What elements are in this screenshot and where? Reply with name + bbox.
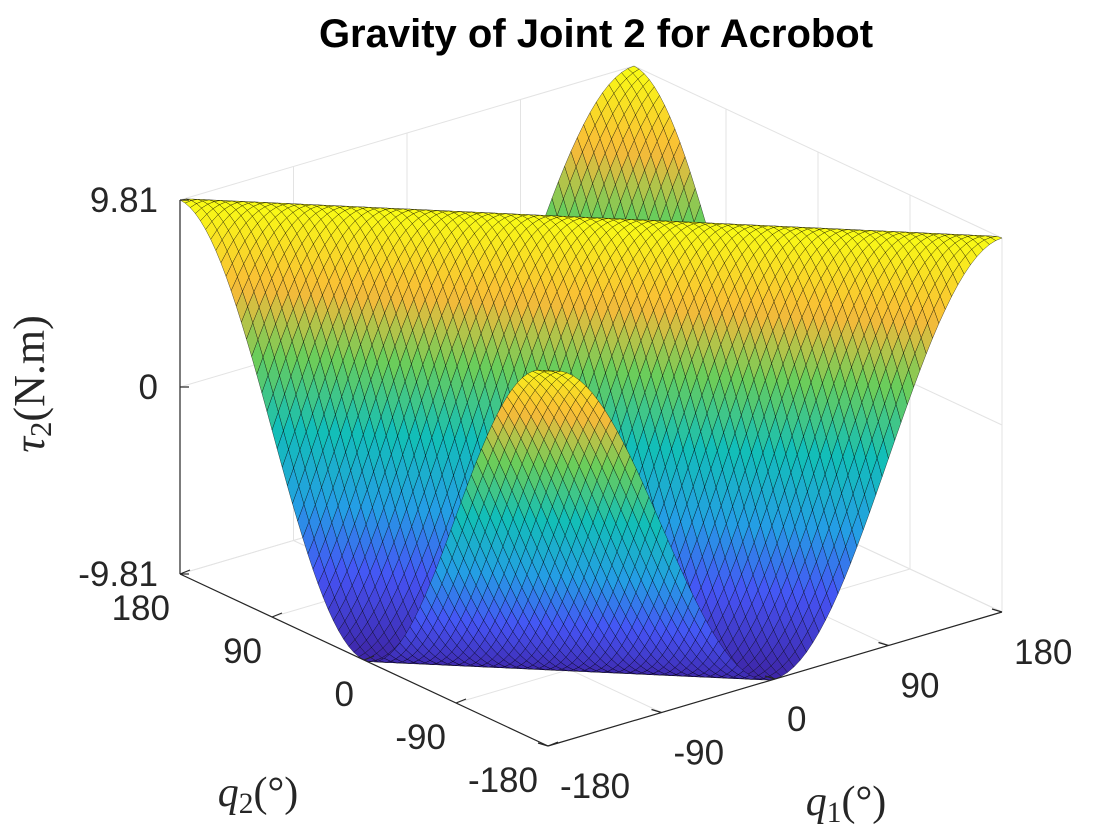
surface-patch <box>271 264 284 294</box>
surface-patch <box>682 283 695 313</box>
surface-patch <box>739 286 752 316</box>
surface-patch <box>556 278 569 307</box>
surface-patch <box>899 293 912 323</box>
surface-patch <box>225 262 238 292</box>
surface-patch <box>611 125 624 155</box>
wall-gridline <box>633 65 1003 239</box>
surface-patch <box>887 293 900 322</box>
surface-patch <box>374 269 387 299</box>
surface-patch <box>328 267 341 297</box>
surface-patch <box>876 292 889 322</box>
surface-patch <box>408 271 421 300</box>
surface-patch <box>622 126 635 155</box>
surface-patch <box>282 265 295 294</box>
surface-patch <box>750 287 763 316</box>
surface-patch <box>728 286 741 315</box>
surface-patch <box>237 263 250 292</box>
surface-patch <box>545 277 558 307</box>
surface-patch <box>656 127 669 157</box>
surface-patch <box>442 272 455 302</box>
surface-patch <box>808 289 820 319</box>
surface-patch <box>317 267 330 296</box>
surface-patch <box>419 271 432 301</box>
surface-patch <box>305 266 318 296</box>
surface-patch <box>796 289 809 318</box>
wall-gridline <box>179 65 635 201</box>
surface-patch <box>488 274 501 304</box>
surface-patch <box>865 292 878 321</box>
surface-patch <box>577 124 589 153</box>
surface-patch <box>671 283 683 312</box>
surface-patch <box>579 279 592 308</box>
surface-patch <box>636 281 649 311</box>
surface-patch <box>716 285 729 315</box>
surface-patch <box>625 281 638 310</box>
surface-patch <box>922 295 935 324</box>
surface-patch <box>522 276 535 305</box>
surface-patch <box>853 291 866 321</box>
surface-plot <box>179 65 1003 681</box>
surface-patch <box>454 273 467 302</box>
surface-patch <box>294 266 307 295</box>
surface-patch <box>397 270 409 300</box>
surface-patch <box>588 124 601 154</box>
surface-patch <box>830 290 843 320</box>
surface-patch <box>819 290 832 319</box>
surface-patch <box>339 268 352 297</box>
surface-patch <box>634 126 647 156</box>
surface-patch <box>568 278 581 308</box>
surface-patch <box>599 125 612 154</box>
surface-patch <box>465 273 478 303</box>
surface-patch <box>431 272 444 301</box>
surface-patch <box>351 268 364 298</box>
surface-patch <box>705 285 718 314</box>
surface-patch <box>613 280 626 310</box>
surface-patch <box>785 288 798 318</box>
surface-patch <box>534 277 546 306</box>
surface-patch <box>385 270 398 299</box>
surface-patch <box>476 274 489 303</box>
surface-patch <box>602 280 615 309</box>
surface-patch <box>933 295 946 324</box>
surface-patch <box>668 128 681 157</box>
surface-patch <box>248 263 261 293</box>
surface-patch <box>645 127 658 156</box>
surface-patch <box>259 264 272 293</box>
surface-patch <box>499 275 512 305</box>
surface-patch <box>693 284 706 313</box>
surface-patch <box>591 279 603 309</box>
surface-patch <box>773 288 786 317</box>
surface-patch <box>842 291 855 320</box>
surface-patch <box>511 276 524 305</box>
surface-patch <box>762 287 775 317</box>
surface-patch <box>659 282 672 312</box>
surface-patch <box>910 294 923 324</box>
surface-patch <box>648 282 661 311</box>
surface-patch <box>362 269 375 298</box>
